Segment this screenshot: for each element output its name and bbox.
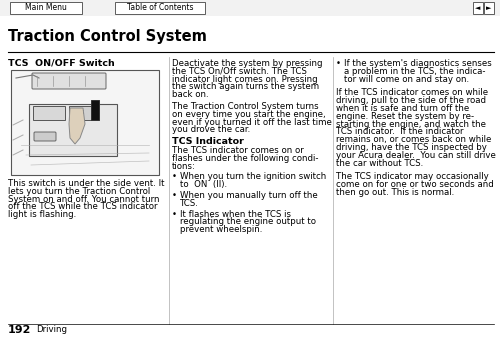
Text: come on for one or two seconds and: come on for one or two seconds and: [336, 180, 494, 189]
Bar: [29, 104, 117, 156]
Bar: [91, 100, 99, 120]
Text: •: •: [172, 210, 177, 219]
Text: The TCS indicator may occasionally: The TCS indicator may occasionally: [336, 173, 489, 181]
Bar: [69, 106, 91, 120]
Text: even if you turned it off the last time: even if you turned it off the last time: [172, 118, 332, 126]
Text: indicator light comes on. Pressing: indicator light comes on. Pressing: [172, 75, 318, 84]
Text: TCS Indicator: TCS Indicator: [172, 137, 244, 146]
Text: Main Menu: Main Menu: [25, 3, 67, 13]
Text: TCS: TCS: [76, 111, 84, 116]
Text: then go out. This is normal.: then go out. This is normal.: [336, 188, 454, 197]
FancyBboxPatch shape: [32, 73, 106, 89]
Polygon shape: [69, 108, 85, 144]
Text: your Acura dealer.  You can still drive: your Acura dealer. You can still drive: [336, 151, 496, 160]
Text: This switch is under the side vent. It: This switch is under the side vent. It: [8, 179, 164, 188]
Text: The Traction Control System turns: The Traction Control System turns: [172, 102, 318, 111]
Text: back on.: back on.: [172, 90, 208, 99]
Text: Deactivate the system by pressing: Deactivate the system by pressing: [172, 59, 322, 68]
Text: starting the engine, and watch the: starting the engine, and watch the: [336, 120, 486, 128]
Text: prevent wheelspin.: prevent wheelspin.: [180, 225, 262, 234]
Text: driving, have the TCS inspected by: driving, have the TCS inspected by: [336, 143, 487, 152]
Text: ►: ►: [486, 5, 492, 11]
Text: the TCS On/Off switch. The TCS: the TCS On/Off switch. The TCS: [172, 67, 307, 76]
Bar: [115, 2, 205, 14]
Text: When you turn the ignition switch: When you turn the ignition switch: [180, 173, 326, 181]
Text: If the system's diagnostics senses: If the system's diagnostics senses: [344, 59, 492, 68]
Text: System on and off. You cannot turn: System on and off. You cannot turn: [8, 195, 160, 204]
Text: 192: 192: [8, 325, 32, 335]
Text: the switch again turns the system: the switch again turns the system: [172, 82, 319, 92]
Bar: [11, 70, 159, 175]
Text: Table of Contents: Table of Contents: [127, 3, 193, 13]
Text: •: •: [172, 191, 177, 200]
Text: a problem in the TCS, the indica-: a problem in the TCS, the indica-: [344, 67, 486, 76]
Text: tions:: tions:: [172, 162, 196, 171]
Text: driving, pull to the side of the road: driving, pull to the side of the road: [336, 96, 486, 105]
Text: TCS  ON/OFF Switch: TCS ON/OFF Switch: [8, 59, 115, 68]
Text: If the TCS indicator comes on while: If the TCS indicator comes on while: [336, 88, 488, 97]
Text: TCS indicator.  If the indicator: TCS indicator. If the indicator: [336, 127, 464, 136]
Text: on every time you start the engine,: on every time you start the engine,: [172, 110, 326, 119]
Text: off the TCS while the TCS indicator: off the TCS while the TCS indicator: [8, 202, 158, 212]
FancyBboxPatch shape: [34, 132, 56, 141]
Text: ◄: ◄: [476, 5, 480, 11]
Bar: [473, 2, 483, 14]
Text: lets you turn the Traction Control: lets you turn the Traction Control: [8, 187, 150, 196]
Text: •: •: [336, 59, 341, 68]
Bar: [10, 2, 82, 14]
Text: engine. Reset the system by re-: engine. Reset the system by re-: [336, 112, 474, 121]
Text: the car without TCS.: the car without TCS.: [336, 159, 423, 167]
Bar: [484, 2, 494, 14]
Bar: [0, 0, 500, 16]
Text: It flashes when the TCS is: It flashes when the TCS is: [180, 210, 291, 219]
Text: regulating the engine output to: regulating the engine output to: [180, 217, 316, 226]
Text: to  ON  (II).: to ON (II).: [180, 180, 227, 189]
Text: TCS.: TCS.: [180, 199, 199, 208]
Text: you drove the car.: you drove the car.: [172, 125, 250, 134]
Text: flashes under the following condi-: flashes under the following condi-: [172, 154, 318, 163]
Text: remains on, or comes back on while: remains on, or comes back on while: [336, 135, 492, 144]
Text: When you manually turn off the: When you manually turn off the: [180, 191, 318, 200]
Text: tor will come on and stay on.: tor will come on and stay on.: [344, 75, 469, 84]
Bar: [33, 106, 65, 120]
Text: The TCS indicator comes on or: The TCS indicator comes on or: [172, 146, 304, 155]
Text: Traction Control System: Traction Control System: [8, 29, 207, 44]
Text: Driving: Driving: [36, 325, 67, 334]
Text: when it is safe and turn off the: when it is safe and turn off the: [336, 104, 469, 113]
Text: light is flashing.: light is flashing.: [8, 210, 76, 219]
Text: •: •: [172, 173, 177, 181]
